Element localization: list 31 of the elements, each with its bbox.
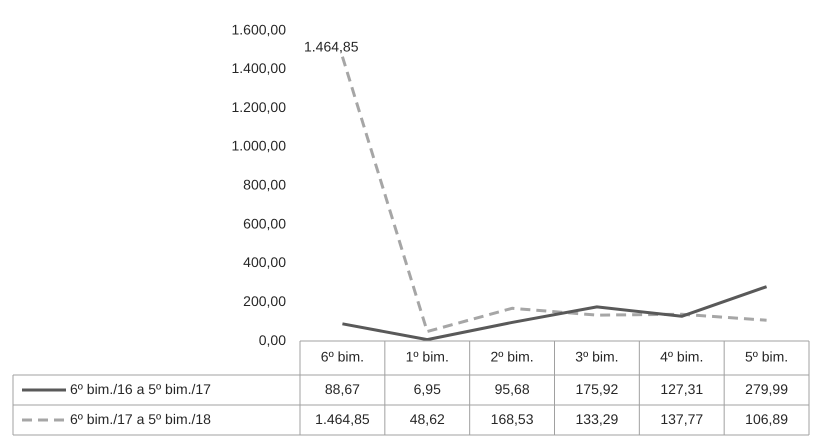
data-label: 1.464,85 bbox=[315, 410, 370, 427]
legend-label: 6º bim./17 a 5º bim./18 bbox=[70, 410, 212, 427]
data-label: 88,67 bbox=[324, 380, 360, 397]
x-tick-label: 6º bim. bbox=[320, 348, 364, 364]
y-tick-label: 0,00 bbox=[258, 332, 286, 348]
x-tick-label: 2º bim. bbox=[490, 348, 534, 364]
x-tick-label: 5º bim. bbox=[744, 348, 788, 364]
y-tick-label: 200,00 bbox=[243, 293, 286, 310]
data-label: 127,31 bbox=[660, 380, 704, 397]
data-label: 6,95 bbox=[414, 380, 442, 397]
data-label: 48,62 bbox=[410, 410, 445, 427]
x-tick-label: 4º bim. bbox=[660, 348, 704, 364]
y-tick-label: 800,00 bbox=[243, 176, 286, 193]
data-label: 106,89 bbox=[745, 410, 788, 427]
x-tick-label: 3º bim. bbox=[575, 348, 619, 364]
data-label: 133,29 bbox=[576, 410, 619, 427]
data-label: 137,77 bbox=[660, 410, 704, 427]
x-tick-label: 1º bim. bbox=[406, 348, 449, 364]
annotation: 1.464,85 bbox=[304, 38, 359, 54]
y-tick-label: 1.200,00 bbox=[232, 98, 286, 115]
y-tick-label: 400,00 bbox=[243, 254, 286, 270]
data-label: 168,53 bbox=[490, 410, 534, 427]
y-tick-label: 1.400,00 bbox=[232, 60, 286, 76]
data-label: 95,68 bbox=[494, 380, 530, 397]
data-label: 279,99 bbox=[745, 380, 788, 397]
y-tick-label: 1.000,00 bbox=[232, 138, 286, 154]
legend-label: 6º bim./16 a 5º bim./17 bbox=[70, 380, 212, 397]
line-series bbox=[340, 55, 768, 334]
data-label: 175,92 bbox=[576, 380, 619, 397]
y-tick-label: 600,00 bbox=[243, 215, 286, 232]
y-tick-label: 1.600,00 bbox=[232, 21, 286, 38]
